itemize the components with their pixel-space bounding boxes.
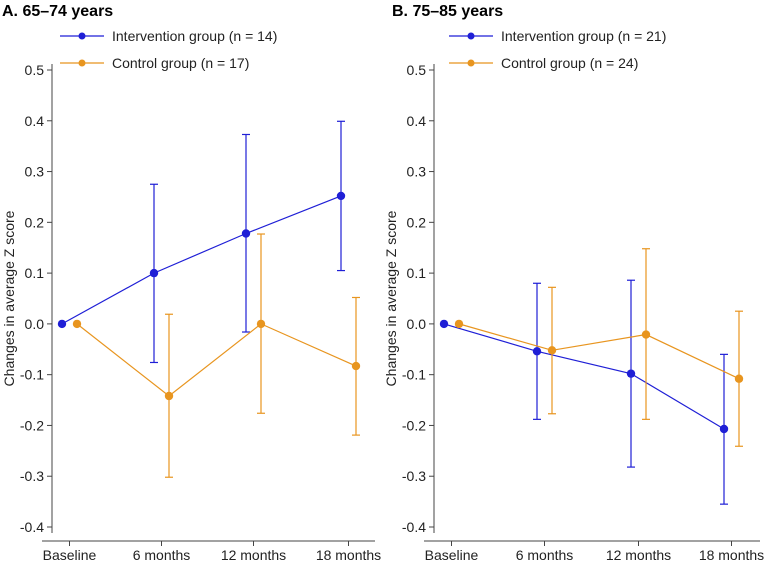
y-axis-label: Changes in average Z score: [1, 210, 17, 386]
y-tick-label: 0.1: [407, 265, 427, 281]
y-tick-label: 0.5: [407, 62, 427, 78]
y-tick-label: -0.4: [402, 519, 426, 535]
data-point: [57, 319, 67, 329]
legend-label: Intervention group (n = 21): [501, 28, 666, 44]
series-line: [458, 323, 740, 380]
x-tick-label: Baseline: [43, 547, 97, 562]
panel-b: B. 75–85 years -0.4 -0.3 -0.2 -0.1 0.0 0.1 0.2 0…: [383, 3, 764, 562]
y-tick-label: 0.2: [25, 214, 45, 230]
y-tick-label: 0.0: [25, 316, 45, 332]
y-tick-label: 0.4: [25, 113, 45, 129]
legend-marker: [78, 32, 86, 40]
x-tick-label: 6 months: [133, 547, 191, 562]
legend-label: Control group (n = 24): [501, 55, 638, 71]
x-tick-label: 12 months: [606, 547, 671, 562]
series-intervention: [57, 120, 346, 364]
data-point: [351, 361, 361, 371]
data-point: [641, 330, 651, 339]
data-point: [256, 319, 266, 329]
x-tick-label: Baseline: [425, 547, 479, 562]
y-tick-label: -0.1: [20, 367, 44, 383]
series-line: [61, 195, 342, 325]
x-tick-label: 6 months: [516, 547, 574, 562]
y-axis-label: Changes in average Z score: [383, 210, 399, 386]
panel-title: B. 75–85 years: [392, 3, 503, 20]
y-tick-label: 0.3: [25, 164, 45, 180]
x-tick-label: 12 months: [221, 547, 286, 562]
y-tick-label: 0.1: [25, 265, 45, 281]
data-point: [336, 191, 346, 201]
y-tick-label: 0.5: [25, 62, 45, 78]
panel-a: A. 65–74 years -0.4 -0.3 -0.2 -0.1 0.0 0.1 0.2 0…: [1, 3, 381, 562]
legend-marker: [467, 32, 475, 40]
data-point: [626, 369, 636, 378]
y-tick-label: -0.1: [402, 367, 426, 383]
series-intervention: [439, 279, 729, 505]
y-tick-label: -0.4: [20, 519, 44, 535]
y-tick-label: -0.2: [402, 417, 426, 433]
series-control: [454, 248, 744, 447]
data-point: [734, 374, 744, 383]
data-point: [719, 424, 729, 434]
data-point: [547, 346, 557, 355]
y-tick-label: -0.3: [20, 468, 44, 484]
data-point: [149, 268, 159, 278]
y-tick-label: -0.2: [20, 417, 44, 433]
y-tick-label: -0.3: [402, 468, 426, 484]
y-tick-label: 0.2: [407, 214, 427, 230]
data-point: [532, 347, 542, 356]
data-point: [454, 319, 464, 329]
x-tick-label: 18 months: [316, 547, 381, 562]
series-control: [72, 233, 361, 478]
legend-marker: [467, 59, 475, 67]
data-point: [439, 319, 449, 329]
legend-label: Control group (n = 17): [112, 55, 249, 71]
legend-marker: [78, 59, 86, 67]
series-line: [76, 323, 357, 397]
x-tick-label: 18 months: [699, 547, 764, 562]
y-tick-label: 0.0: [407, 316, 427, 332]
data-point: [72, 319, 82, 329]
y-tick-label: 0.4: [407, 113, 427, 129]
panel-title: A. 65–74 years: [2, 3, 113, 20]
legend-label: Intervention group (n = 14): [112, 28, 277, 44]
data-point: [164, 391, 174, 401]
data-point: [241, 229, 251, 238]
y-tick-label: 0.3: [407, 164, 427, 180]
series-line: [443, 323, 725, 430]
